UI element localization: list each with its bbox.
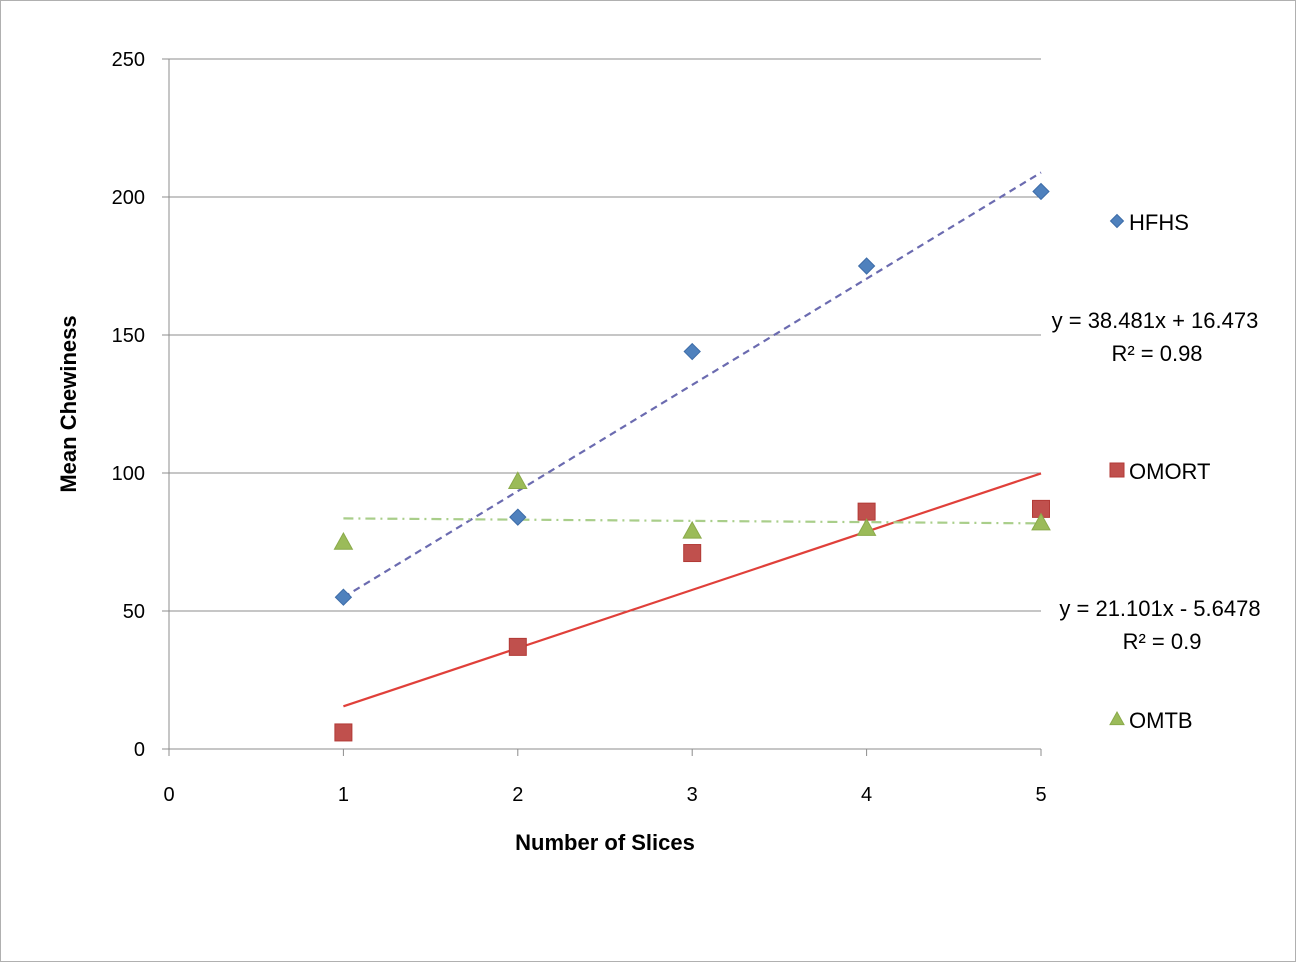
y-tick-label: 100 xyxy=(112,463,145,485)
data-point-omort xyxy=(857,502,876,521)
legend-label-omort: OMORT xyxy=(1129,459,1210,484)
data-point-omtb xyxy=(856,518,877,536)
legend-marker-omtb xyxy=(1109,710,1125,726)
legend-label-hfhs: HFHS xyxy=(1129,210,1189,235)
x-tick-label: 5 xyxy=(1035,784,1046,806)
trendline-hfhs xyxy=(342,171,1042,599)
data-point-hfhs xyxy=(334,588,353,606)
data-point-omort xyxy=(334,723,353,742)
data-point-hfhs xyxy=(509,508,527,526)
trendline-r-squared: R² = 0.98 xyxy=(1111,341,1202,366)
y-tick-label: 150 xyxy=(112,325,145,347)
trendline-r-squared: R² = 0.9 xyxy=(1123,629,1202,654)
y-tick-label: 0 xyxy=(134,739,145,761)
legend-label-omtb: OMTB xyxy=(1129,708,1193,733)
trendline-equation: y = 21.101x - 5.6478 xyxy=(1059,596,1260,621)
axis-layer: 0 50 100 150 200 250 0 1 2 3 4 5 xyxy=(112,49,1047,806)
data-point-omtb xyxy=(682,520,703,539)
data-point-omtb xyxy=(1031,512,1051,531)
data-point-hfhs xyxy=(683,342,701,361)
y-tick-label: 250 xyxy=(112,49,145,71)
y-axis-title: Mean Chewiness xyxy=(56,315,81,492)
x-tick-label: 4 xyxy=(861,784,872,806)
x-axis-title: Number of Slices xyxy=(515,830,695,855)
label-layer: Number of Slices Mean Chewiness HFHS OMORT O… xyxy=(56,210,1261,855)
data-point-omtb xyxy=(507,471,528,489)
data-point-omort xyxy=(683,544,702,563)
trendline-equation: y = 38.481x + 16.473 xyxy=(1052,308,1259,333)
y-tick-label: 50 xyxy=(123,601,145,623)
x-tick-label: 2 xyxy=(512,784,523,806)
trendline-omtb xyxy=(343,517,1042,525)
legend-marker-omort xyxy=(1109,462,1125,478)
x-tick-label: 1 xyxy=(338,784,349,806)
point-layer xyxy=(333,182,1051,742)
trend-layer xyxy=(342,171,1042,708)
grid-layer xyxy=(169,58,1041,612)
data-point-hfhs xyxy=(1032,182,1050,201)
legend-marker-hfhs xyxy=(1109,213,1125,229)
data-point-omort xyxy=(508,637,527,656)
y-tick-label: 200 xyxy=(112,187,145,209)
data-point-omtb xyxy=(333,531,354,550)
x-tick-label: 3 xyxy=(687,784,698,806)
trendline-omort xyxy=(343,472,1042,708)
data-point-hfhs xyxy=(857,257,876,275)
x-tick-label: 0 xyxy=(163,784,174,806)
